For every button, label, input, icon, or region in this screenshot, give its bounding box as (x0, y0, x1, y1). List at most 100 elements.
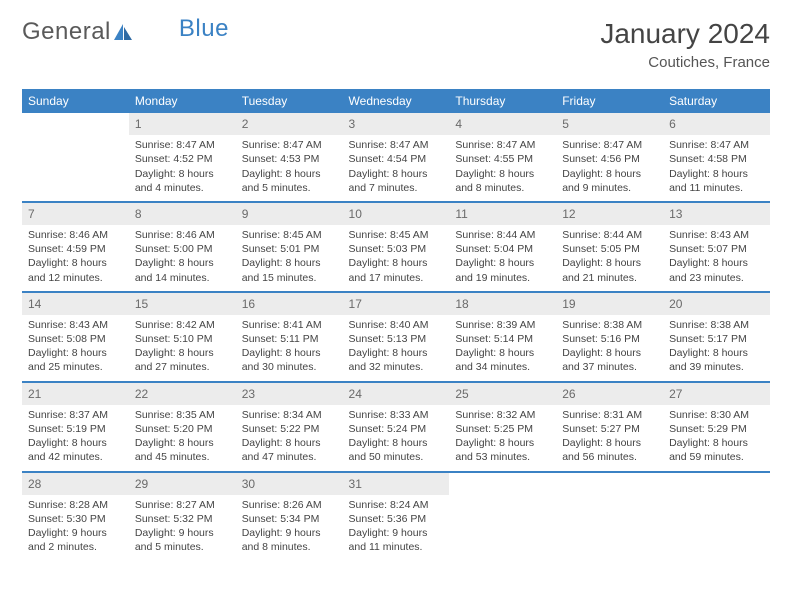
day-details: Sunrise: 8:39 AMSunset: 5:14 PMDaylight:… (455, 318, 550, 375)
sunrise-text: Sunrise: 8:39 AM (455, 318, 550, 332)
daylight-text: Daylight: 8 hours and 30 minutes. (242, 346, 337, 374)
brand-logo: General Blue (22, 18, 229, 46)
daylight-text: Daylight: 8 hours and 11 minutes. (669, 167, 764, 195)
calendar-day-cell: 31 Sunrise: 8:24 AMSunset: 5:36 PMDayligh… (343, 472, 450, 561)
sunrise-text: Sunrise: 8:47 AM (349, 138, 444, 152)
day-number: 15 (129, 293, 236, 315)
calendar-day-cell: 28 Sunrise: 8:28 AMSunset: 5:30 PMDayligh… (22, 472, 129, 561)
sunset-text: Sunset: 5:13 PM (349, 332, 444, 346)
day-details: Sunrise: 8:26 AMSunset: 5:34 PMDaylight:… (242, 498, 337, 555)
weekday-header: Sunday (22, 89, 129, 113)
day-number: 8 (129, 203, 236, 225)
sunset-text: Sunset: 4:58 PM (669, 152, 764, 166)
sunset-text: Sunset: 4:59 PM (28, 242, 123, 256)
sunset-text: Sunset: 5:27 PM (562, 422, 657, 436)
day-number: 5 (556, 113, 663, 135)
sunrise-text: Sunrise: 8:33 AM (349, 408, 444, 422)
calendar-page: General Blue January 2024 Coutiches, Fra… (0, 0, 792, 560)
sunset-text: Sunset: 5:30 PM (28, 512, 123, 526)
calendar-week-row: 1Sunrise: 8:47 AMSunset: 4:52 PMDaylight… (22, 113, 770, 202)
day-number: 21 (22, 383, 129, 405)
daylight-text: Daylight: 8 hours and 37 minutes. (562, 346, 657, 374)
sunrise-text: Sunrise: 8:46 AM (28, 228, 123, 242)
sunset-text: Sunset: 5:05 PM (562, 242, 657, 256)
sunrise-text: Sunrise: 8:41 AM (242, 318, 337, 332)
weekday-header: Tuesday (236, 89, 343, 113)
calendar-week-row: 14Sunrise: 8:43 AMSunset: 5:08 PMDayligh… (22, 292, 770, 382)
month-title: January 2024 (600, 18, 770, 50)
weekday-header: Monday (129, 89, 236, 113)
location-label: Coutiches, France (600, 54, 770, 71)
calendar-day-cell: 5Sunrise: 8:47 AMSunset: 4:56 PMDaylight… (556, 113, 663, 202)
sail-icon (111, 18, 133, 46)
sunset-text: Sunset: 5:11 PM (242, 332, 337, 346)
sunset-text: Sunset: 5:34 PM (242, 512, 337, 526)
calendar-day-cell: 13Sunrise: 8:43 AMSunset: 5:07 PMDayligh… (663, 202, 770, 292)
sunset-text: Sunset: 4:52 PM (135, 152, 230, 166)
page-header: General Blue January 2024 Coutiches, Fra… (22, 18, 770, 71)
day-number: 29 (129, 473, 236, 495)
day-number: 25 (449, 383, 556, 405)
sunset-text: Sunset: 5:19 PM (28, 422, 123, 436)
sunrise-text: Sunrise: 8:28 AM (28, 498, 123, 512)
day-number: 28 (22, 473, 129, 495)
sunrise-text: Sunrise: 8:34 AM (242, 408, 337, 422)
calendar-day-cell: 30Sunrise: 8:26 AMSunset: 5:34 PMDayligh… (236, 472, 343, 561)
sunset-text: Sunset: 5:01 PM (242, 242, 337, 256)
day-number: 22 (129, 383, 236, 405)
day-details: Sunrise: 8:34 AMSunset: 5:22 PMDaylight:… (242, 408, 337, 465)
daylight-text: Daylight: 8 hours and 39 minutes. (669, 346, 764, 374)
day-details: Sunrise: 8:30 AMSunset: 5:29 PMDaylight:… (669, 408, 764, 465)
sunset-text: Sunset: 5:03 PM (349, 242, 444, 256)
day-details: Sunrise: 8:28 AMSunset: 5:30 PMDaylight:… (28, 498, 123, 555)
day-details: Sunrise: 8:24 AMSunset: 5:36 PMDaylight:… (349, 498, 444, 555)
sunset-text: Sunset: 5:14 PM (455, 332, 550, 346)
calendar-day-cell: 17Sunrise: 8:40 AMSunset: 5:13 PMDayligh… (343, 292, 450, 382)
weekday-header: Thursday (449, 89, 556, 113)
day-number: 26 (556, 383, 663, 405)
calendar-day-cell: 8Sunrise: 8:46 AMSunset: 5:00 PMDaylight… (129, 202, 236, 292)
sunset-text: Sunset: 4:54 PM (349, 152, 444, 166)
day-details: Sunrise: 8:33 AMSunset: 5:24 PMDaylight:… (349, 408, 444, 465)
sunrise-text: Sunrise: 8:38 AM (669, 318, 764, 332)
daylight-text: Daylight: 8 hours and 9 minutes. (562, 167, 657, 195)
day-number: 4 (449, 113, 556, 135)
daylight-text: Daylight: 8 hours and 42 minutes. (28, 436, 123, 464)
day-number: 6 (663, 113, 770, 135)
sunrise-text: Sunrise: 8:47 AM (455, 138, 550, 152)
day-number: 3 (343, 113, 450, 135)
daylight-text: Daylight: 8 hours and 50 minutes. (349, 436, 444, 464)
day-number: 1 (129, 113, 236, 135)
calendar-day-cell: 2Sunrise: 8:47 AMSunset: 4:53 PMDaylight… (236, 113, 343, 202)
sunrise-text: Sunrise: 8:40 AM (349, 318, 444, 332)
weekday-header: Wednesday (343, 89, 450, 113)
daylight-text: Daylight: 8 hours and 47 minutes. (242, 436, 337, 464)
day-number: 31 (343, 473, 450, 495)
calendar-day-cell: 29Sunrise: 8:27 AMSunset: 5:32 PMDayligh… (129, 472, 236, 561)
daylight-text: Daylight: 8 hours and 12 minutes. (28, 256, 123, 284)
daylight-text: Daylight: 9 hours and 2 minutes. (28, 526, 123, 554)
day-number: 16 (236, 293, 343, 315)
sunrise-text: Sunrise: 8:35 AM (135, 408, 230, 422)
day-details: Sunrise: 8:44 AMSunset: 5:05 PMDaylight:… (562, 228, 657, 285)
sunrise-text: Sunrise: 8:47 AM (135, 138, 230, 152)
calendar-day-cell: 3 Sunrise: 8:47 AMSunset: 4:54 PMDaylight… (343, 113, 450, 202)
sunset-text: Sunset: 5:24 PM (349, 422, 444, 436)
daylight-text: Daylight: 8 hours and 27 minutes. (135, 346, 230, 374)
day-details: Sunrise: 8:31 AMSunset: 5:27 PMDaylight:… (562, 408, 657, 465)
day-number: 14 (22, 293, 129, 315)
sunrise-text: Sunrise: 8:43 AM (669, 228, 764, 242)
day-number: 11 (449, 203, 556, 225)
sunset-text: Sunset: 5:16 PM (562, 332, 657, 346)
day-details: Sunrise: 8:38 AMSunset: 5:17 PMDaylight:… (669, 318, 764, 375)
calendar-day-cell: 16 Sunrise: 8:41 AMSunset: 5:11 PMDayligh… (236, 292, 343, 382)
calendar-day-cell: 10Sunrise: 8:45 AMSunset: 5:03 PMDayligh… (343, 202, 450, 292)
daylight-text: Daylight: 8 hours and 7 minutes. (349, 167, 444, 195)
sunrise-text: Sunrise: 8:27 AM (135, 498, 230, 512)
weekday-header: Saturday (663, 89, 770, 113)
daylight-text: Daylight: 9 hours and 11 minutes. (349, 526, 444, 554)
calendar-day-cell: 21Sunrise: 8:37 AMSunset: 5:19 PMDayligh… (22, 382, 129, 472)
calendar-day-cell: 9Sunrise: 8:45 AMSunset: 5:01 PMDaylight… (236, 202, 343, 292)
daylight-text: Daylight: 8 hours and 32 minutes. (349, 346, 444, 374)
sunrise-text: Sunrise: 8:24 AM (349, 498, 444, 512)
